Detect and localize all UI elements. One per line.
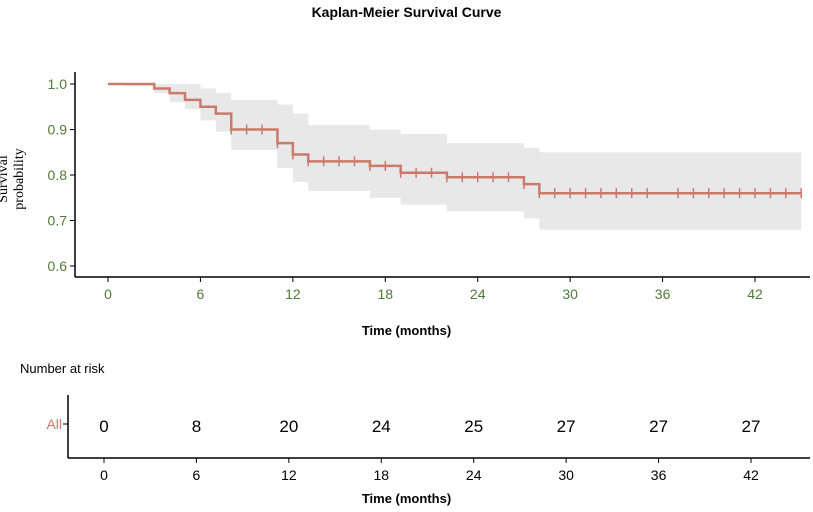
y-tick-label: 1.0: [48, 76, 68, 92]
risk-count: 24: [372, 417, 391, 436]
x-tick-label: 42: [747, 286, 763, 302]
risk-count: 27: [742, 417, 761, 436]
x-axis-label: Time (months): [361, 323, 452, 338]
risk-x-tick-label: 6: [193, 467, 201, 483]
risk-table-title: Number at risk: [20, 361, 105, 376]
y-tick-label: 0.7: [48, 213, 68, 229]
chart-title: Kaplan-Meier Survival Curve: [311, 4, 502, 20]
risk-x-tick-label: 12: [281, 467, 297, 483]
risk-count: 27: [649, 417, 668, 436]
risk-count: 20: [279, 417, 298, 436]
risk-x-tick-label: 0: [100, 467, 108, 483]
y-tick-label: 0.8: [48, 167, 68, 183]
risk-x-tick-label: 30: [558, 467, 574, 483]
risk-count: 8: [192, 417, 201, 436]
risk-x-tick-label: 18: [373, 467, 389, 483]
x-tick-label: 30: [562, 286, 578, 302]
x-tick-label: 24: [470, 286, 486, 302]
risk-strata-label: All: [46, 416, 62, 432]
y-tick-label: 0.6: [48, 258, 68, 274]
risk-x-tick-label: 24: [466, 467, 482, 483]
x-tick-label: 36: [655, 286, 671, 302]
x-tick-label: 0: [104, 286, 112, 302]
risk-count: 0: [99, 417, 108, 436]
x-tick-label: 18: [377, 286, 393, 302]
x-tick-label: 6: [197, 286, 205, 302]
risk-count: 25: [464, 417, 483, 436]
risk-x-tick-label: 42: [743, 467, 759, 483]
x-tick-label: 12: [285, 286, 301, 302]
risk-table-x-axis-label: Time (months): [361, 491, 452, 506]
risk-x-tick-label: 36: [651, 467, 667, 483]
risk-count: 27: [557, 417, 576, 436]
y-tick-label: 0.9: [48, 122, 68, 138]
